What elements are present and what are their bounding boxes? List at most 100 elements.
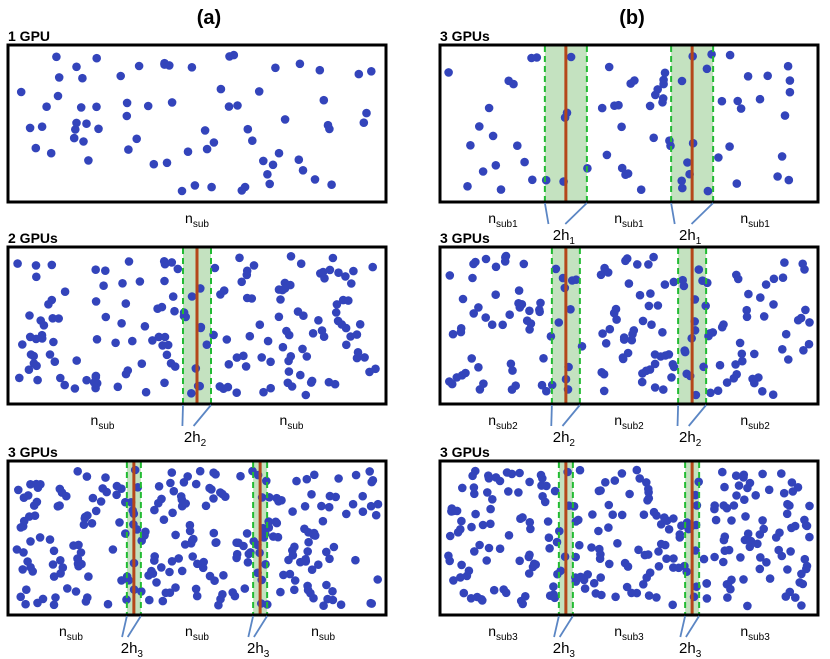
particle: [269, 532, 278, 541]
domain-frame: [438, 459, 820, 617]
particle: [262, 476, 271, 486]
particle: [591, 589, 601, 598]
particle: [342, 340, 351, 350]
particle: [723, 593, 732, 602]
particle: [625, 489, 634, 499]
particle: [461, 368, 470, 378]
particle: [72, 356, 81, 365]
particle: [205, 483, 214, 493]
particle: [636, 185, 646, 194]
particle: [719, 320, 728, 329]
particle: [92, 102, 101, 112]
particle: [800, 554, 810, 564]
particle: [758, 387, 767, 396]
subdomain-count-label: nsub2: [614, 412, 644, 432]
particle: [737, 349, 747, 359]
particle: [571, 275, 581, 285]
particle: [304, 537, 313, 547]
particle: [173, 264, 183, 274]
particle: [797, 569, 806, 579]
particle: [646, 289, 655, 298]
particle: [222, 335, 232, 344]
particle: [170, 306, 179, 316]
particle: [786, 547, 795, 556]
particle: [188, 536, 197, 545]
particle: [643, 550, 653, 559]
particle: [141, 387, 151, 397]
particle: [727, 575, 736, 585]
particle: [481, 254, 491, 264]
particle: [731, 360, 740, 369]
particle: [242, 266, 252, 276]
particle: [286, 251, 296, 261]
particle: [157, 302, 167, 312]
particle: [174, 554, 183, 563]
particle: [621, 170, 630, 179]
particle: [49, 600, 59, 610]
particle: [630, 76, 639, 85]
particle: [152, 578, 161, 587]
particle: [102, 487, 111, 497]
particle: [546, 332, 556, 341]
particle: [255, 320, 265, 330]
ghost-width-pointer: [685, 615, 700, 638]
particle: [483, 488, 492, 497]
particle: [635, 474, 644, 483]
particle: [239, 351, 248, 361]
particle: [294, 155, 304, 164]
particle: [474, 363, 483, 372]
subdomain-count-label: nsub1: [488, 210, 518, 230]
particle: [659, 385, 668, 394]
particle: [487, 320, 497, 330]
particle: [187, 292, 197, 301]
particle: [727, 516, 736, 525]
particle: [466, 141, 475, 150]
particle: [298, 344, 307, 354]
particle: [327, 180, 336, 189]
particle: [190, 181, 200, 190]
particle: [367, 599, 377, 608]
particle: [101, 312, 111, 322]
particle: [474, 303, 483, 312]
particle: [209, 468, 218, 478]
particle: [94, 124, 103, 134]
particle: [729, 374, 739, 383]
particle: [805, 532, 814, 542]
particle: [290, 542, 299, 552]
particle-group: [445, 251, 814, 400]
particle: [524, 569, 534, 578]
particle: [658, 94, 668, 103]
particle: [710, 501, 719, 510]
particle: [477, 595, 486, 604]
particle: [525, 477, 534, 487]
particle: [781, 329, 791, 339]
panel-title: 1 GPU: [8, 28, 50, 44]
particle: [514, 299, 523, 308]
particle: [596, 270, 606, 280]
particle: [445, 271, 455, 280]
ghost-width-pointer: [670, 202, 676, 225]
particle: [755, 530, 765, 539]
particle: [78, 73, 87, 83]
particle: [447, 504, 457, 513]
particle: [482, 556, 492, 565]
particle: [122, 595, 131, 604]
particle: [733, 274, 743, 284]
ghost-width-pointer: [247, 615, 255, 638]
particle: [276, 295, 285, 304]
particle: [456, 525, 465, 534]
particle: [471, 509, 480, 519]
particle: [77, 559, 86, 569]
particle-group: [444, 465, 814, 611]
particle: [171, 583, 180, 592]
particle: [39, 321, 49, 330]
particle: [694, 477, 703, 487]
particle: [56, 569, 65, 578]
particle: [237, 277, 246, 287]
particle: [13, 259, 22, 268]
particle: [159, 257, 169, 266]
particle: [224, 102, 234, 111]
particle: [475, 540, 484, 550]
particle: [658, 328, 667, 337]
particle: [644, 591, 654, 600]
